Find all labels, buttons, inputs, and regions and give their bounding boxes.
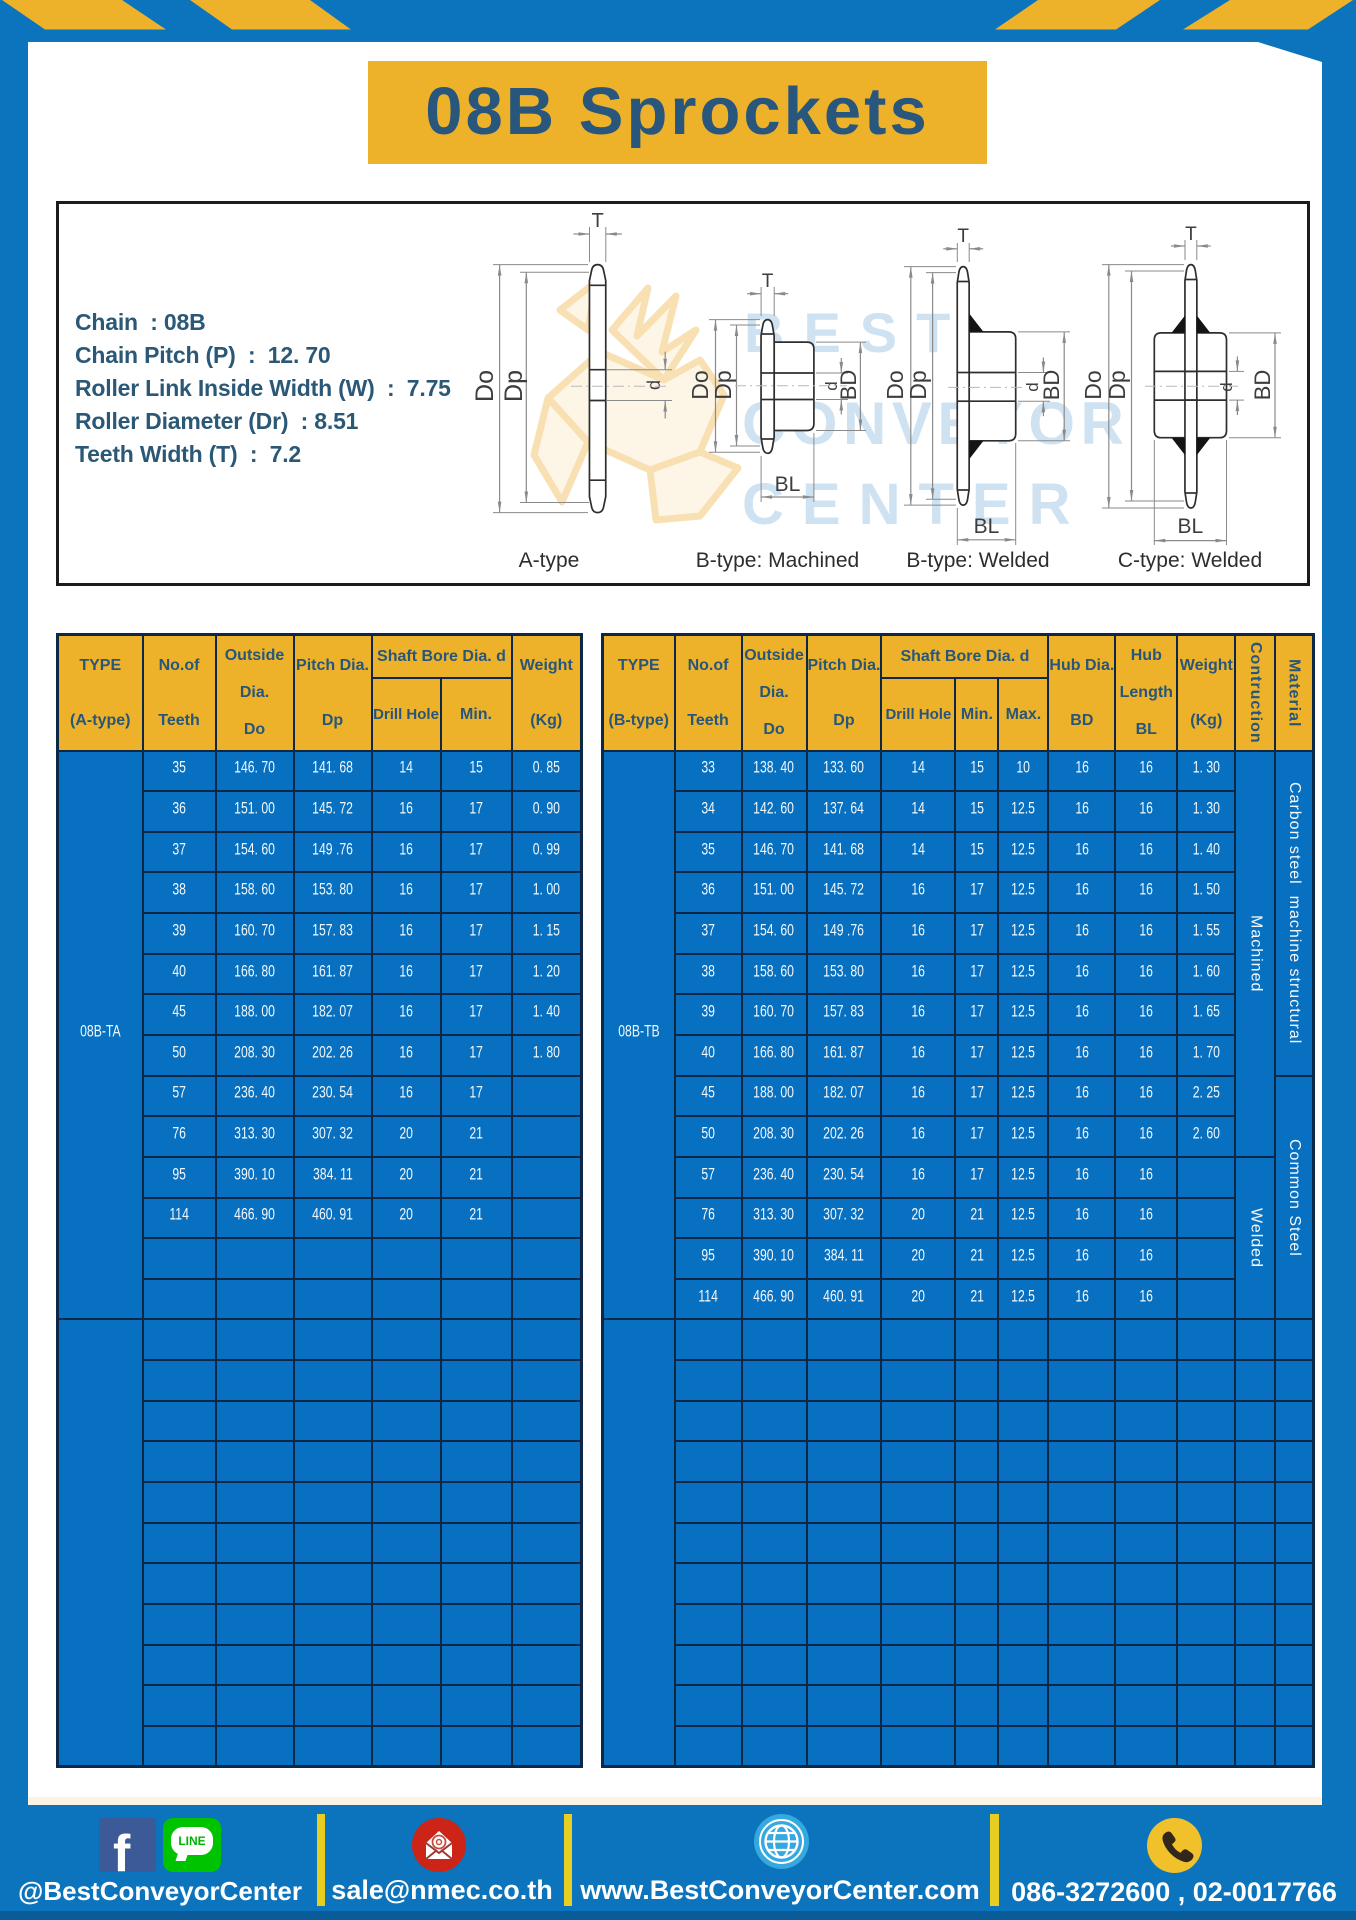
svg-text:Do: Do	[471, 370, 499, 402]
svg-text:BL: BL	[775, 473, 801, 496]
svg-text:d: d	[822, 381, 841, 390]
svg-text:C-type: Welded: C-type: Welded	[1118, 549, 1262, 572]
svg-text:BD: BD	[1039, 370, 1064, 401]
svg-text:Do: Do	[882, 370, 908, 399]
svg-text:d: d	[1217, 382, 1236, 391]
svg-text:BL: BL	[1178, 515, 1204, 538]
svg-text:Dp: Dp	[710, 370, 736, 399]
svg-text:Do: Do	[687, 370, 713, 399]
svg-text:BL: BL	[974, 515, 1000, 538]
svg-text:T: T	[1185, 224, 1197, 245]
svg-text:d: d	[1023, 382, 1042, 391]
svg-text:Do: Do	[1080, 370, 1106, 399]
svg-text:B-type: Welded: B-type: Welded	[906, 549, 1049, 572]
svg-text:A-type: A-type	[519, 549, 580, 572]
svg-text:Dp: Dp	[905, 370, 931, 399]
svg-text:Dp: Dp	[500, 370, 528, 402]
svg-text:d: d	[644, 380, 664, 390]
svg-text:B-type: Machined: B-type: Machined	[696, 549, 859, 572]
svg-text:T: T	[957, 226, 969, 247]
svg-text:BD: BD	[1250, 370, 1275, 401]
svg-text:T: T	[762, 271, 774, 292]
svg-text:Dp: Dp	[1104, 370, 1130, 399]
svg-text:T: T	[591, 210, 603, 232]
svg-text:BD: BD	[836, 370, 861, 401]
